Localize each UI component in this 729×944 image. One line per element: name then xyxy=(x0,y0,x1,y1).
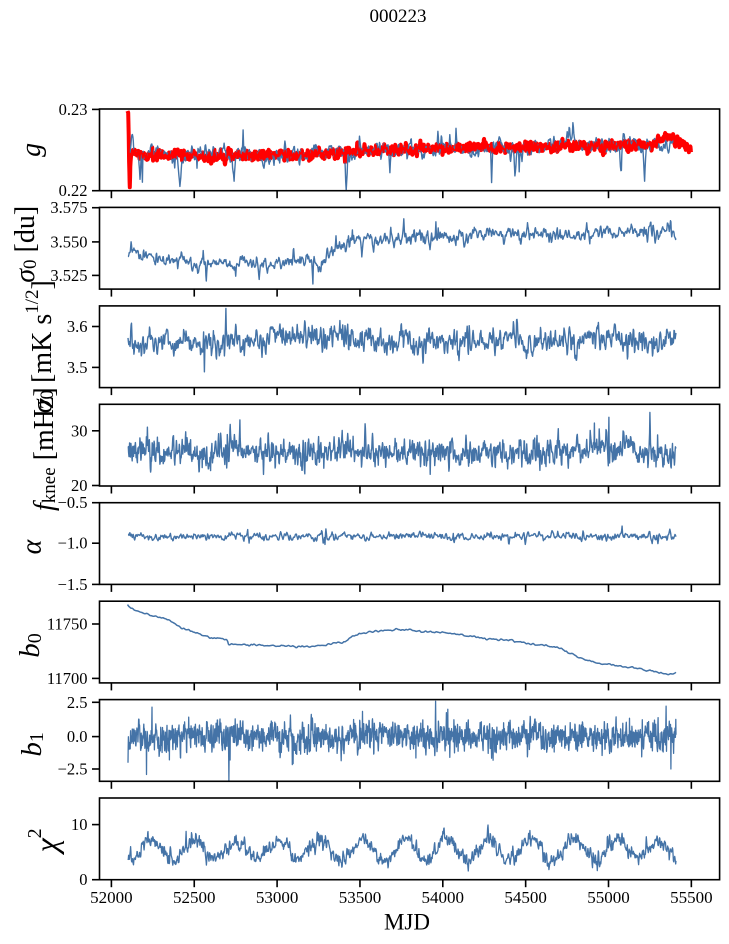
svg-text:3.525: 3.525 xyxy=(50,266,87,285)
svg-text:−1.5: −1.5 xyxy=(58,575,88,594)
svg-text:3.5: 3.5 xyxy=(67,358,88,377)
svg-text:b1: b1 xyxy=(16,732,48,757)
svg-text:b0: b0 xyxy=(14,633,46,658)
svg-text:10: 10 xyxy=(71,815,88,834)
svg-text:MJD: MJD xyxy=(384,910,430,935)
svg-text:11750: 11750 xyxy=(47,615,88,634)
svg-text:0.23: 0.23 xyxy=(59,100,88,119)
svg-text:54500: 54500 xyxy=(504,888,547,907)
svg-text:55500: 55500 xyxy=(670,888,713,907)
svg-text:53000: 53000 xyxy=(256,888,299,907)
svg-text:54000: 54000 xyxy=(422,888,465,907)
svg-text:53500: 53500 xyxy=(339,888,382,907)
svg-text:11700: 11700 xyxy=(47,669,88,688)
svg-text:55000: 55000 xyxy=(587,888,630,907)
svg-text:−0.5: −0.5 xyxy=(58,493,88,512)
svg-text:52000: 52000 xyxy=(90,888,133,907)
svg-text:000223: 000223 xyxy=(370,6,427,27)
svg-text:−1.0: −1.0 xyxy=(58,534,88,553)
svg-text:α: α xyxy=(16,538,47,554)
svg-text:fknee [mHz]: fknee [mHz] xyxy=(29,387,60,511)
svg-text:3.6: 3.6 xyxy=(67,317,88,336)
svg-text:52500: 52500 xyxy=(173,888,216,907)
svg-text:σ0 [mK s1/2]: σ0 [mK s1/2] xyxy=(22,280,58,413)
svg-text:0.22: 0.22 xyxy=(59,181,88,200)
svg-text:2.5: 2.5 xyxy=(67,693,88,712)
svg-text:σ0 [du]: σ0 [du] xyxy=(10,206,41,283)
svg-text:0.0: 0.0 xyxy=(67,727,88,746)
svg-text:3.550: 3.550 xyxy=(50,232,87,251)
svg-text:−2.5: −2.5 xyxy=(58,760,88,779)
svg-text:0: 0 xyxy=(79,870,87,889)
svg-text:20: 20 xyxy=(71,476,88,495)
svg-text:χ2: χ2 xyxy=(24,828,64,855)
svg-text:g: g xyxy=(16,143,47,157)
svg-text:30: 30 xyxy=(71,421,88,440)
svg-text:3.575: 3.575 xyxy=(50,198,87,217)
